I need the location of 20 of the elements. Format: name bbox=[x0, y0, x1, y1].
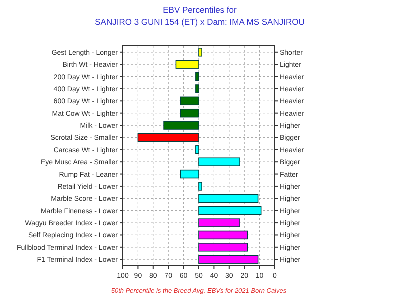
bar bbox=[176, 60, 200, 69]
bar bbox=[180, 170, 200, 179]
bar bbox=[196, 72, 200, 82]
bar bbox=[198, 48, 202, 57]
bar bbox=[198, 206, 262, 216]
chart-subtitle: SANJIRO 3 GUNI 154 (ET) x Dam: IMA MS SANJIROU bbox=[95, 17, 305, 27]
bar bbox=[196, 146, 200, 154]
bar bbox=[138, 133, 200, 142]
bar bbox=[198, 158, 240, 166]
chart-title: EBV Percentiles for bbox=[163, 5, 238, 15]
bar bbox=[198, 255, 259, 264]
bar bbox=[196, 84, 200, 94]
bar bbox=[164, 121, 200, 130]
bar bbox=[180, 108, 200, 118]
bar bbox=[198, 218, 240, 228]
bar bbox=[198, 182, 202, 191]
bar bbox=[198, 194, 259, 204]
bar bbox=[180, 96, 200, 106]
bar bbox=[198, 243, 248, 252]
bar bbox=[198, 230, 248, 240]
